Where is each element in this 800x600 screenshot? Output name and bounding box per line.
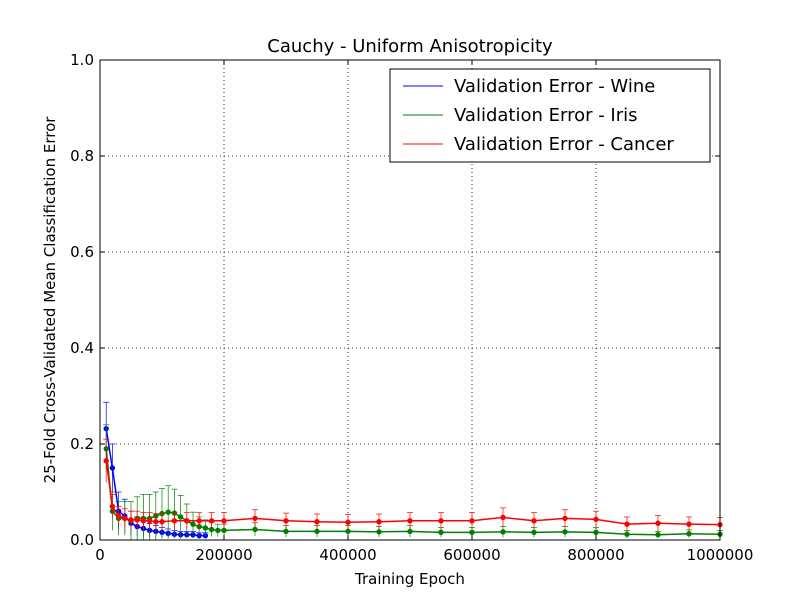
y-tick-label: 1.0 [70, 51, 94, 69]
y-tick-label: 0.6 [70, 243, 94, 261]
data-point [531, 529, 537, 536]
data-point [190, 521, 196, 527]
data-point [376, 529, 382, 535]
y-tick-label: 0.2 [70, 435, 94, 453]
series-line [105, 460, 721, 526]
y-tick-label: 0.4 [70, 339, 94, 357]
data-point [686, 531, 692, 537]
tick-layer: 0 200000 400000 600000 800000 1000000 0.0 0.2 0.… [70, 51, 753, 564]
y-tick-label: 0.8 [70, 147, 94, 165]
data-point [624, 521, 630, 527]
legend-label: Validation Error - Wine [454, 76, 655, 97]
x-tick-label: 1000000 [687, 546, 754, 564]
data-point [159, 519, 165, 525]
data-point [171, 518, 178, 524]
data-point [215, 527, 221, 534]
series-layer [103, 401, 723, 540]
x-tick-label: 200000 [195, 546, 252, 564]
data-point [252, 526, 258, 533]
data-point [624, 531, 630, 537]
x-tick-label: 0 [95, 546, 105, 564]
data-point [177, 514, 184, 520]
data-point [202, 525, 209, 531]
data-point [122, 515, 128, 522]
legend-label: Validation Error - Cancer [454, 134, 674, 155]
x-tick-label: 400000 [319, 546, 376, 564]
data-point [593, 529, 599, 536]
data-point [407, 528, 413, 535]
data-point [184, 518, 190, 524]
data-point [128, 517, 134, 523]
data-point [221, 518, 227, 524]
data-point [165, 509, 171, 515]
series-2 [103, 438, 723, 532]
data-point [146, 518, 153, 524]
data-point [469, 518, 475, 524]
plot-frame [99, 59, 721, 541]
data-point [140, 518, 147, 524]
data-point [345, 519, 351, 525]
data-point [252, 515, 258, 522]
data-point [407, 518, 413, 524]
legend-label: Validation Error - Iris [454, 105, 638, 126]
x-tick-label: 800000 [567, 546, 624, 564]
y-tick-label: 0.0 [70, 531, 94, 549]
data-point [196, 518, 202, 524]
x-axis-label: Training Epoch [354, 570, 465, 588]
data-point [686, 521, 692, 527]
data-point [376, 519, 382, 525]
data-point [593, 516, 599, 523]
data-point [109, 503, 116, 510]
data-point [153, 519, 159, 525]
legend: Validation Error - Wine Validation Error … [389, 68, 711, 163]
data-point [438, 518, 444, 524]
data-point [283, 518, 289, 524]
data-point [208, 518, 215, 524]
data-point [109, 465, 116, 471]
y-axis-label: 25-Fold Cross-Validated Mean Classificat… [41, 116, 59, 484]
chart-title: Cauchy - Uniform Anisotropicity [267, 36, 553, 57]
data-point [134, 517, 140, 523]
data-point [283, 528, 289, 535]
data-point [438, 529, 444, 536]
data-point [500, 529, 506, 535]
data-point [562, 529, 568, 535]
data-point [115, 513, 122, 519]
legend-box [389, 68, 711, 163]
data-point [562, 515, 568, 522]
data-point [655, 532, 661, 538]
data-point [531, 518, 537, 524]
data-point [469, 529, 475, 536]
data-point [314, 528, 320, 535]
series-1 [103, 424, 723, 540]
data-point [655, 520, 661, 526]
x-tick-label: 600000 [443, 546, 500, 564]
data-point [103, 458, 109, 464]
data-point [500, 514, 506, 521]
data-point [314, 519, 320, 525]
